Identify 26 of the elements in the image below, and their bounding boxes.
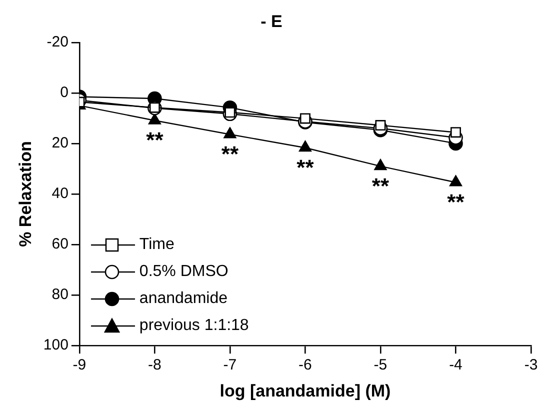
x-tick-label: -5 <box>374 356 388 374</box>
annotation: ** <box>372 173 390 198</box>
y-tick-label: 20 <box>52 134 68 152</box>
y-tick-label: 40 <box>52 185 68 202</box>
x-tick-label: -7 <box>223 356 237 374</box>
x-tick-label: -6 <box>298 356 312 374</box>
y-tick-label: 0 <box>60 84 68 102</box>
x-axis-title: log [anandamide] (M) <box>220 381 391 400</box>
annotation: ** <box>296 154 314 180</box>
x-tick-label: -8 <box>148 356 162 374</box>
x-tick-label: -4 <box>449 356 462 374</box>
legend-label: anandamide <box>139 290 228 308</box>
y-tick-label: 80 <box>52 286 68 304</box>
legend-label: 0.5% DMSO <box>139 263 228 282</box>
y-axis-title: % Relaxation <box>16 141 35 247</box>
legend-label: Time <box>139 236 174 254</box>
y-tick-label: 60 <box>52 236 68 253</box>
x-tick-label: -3 <box>524 356 538 374</box>
annotation: ** <box>447 189 465 214</box>
annotation: ** <box>146 128 164 153</box>
y-tick-label: -20 <box>46 34 68 51</box>
annotation: ** <box>221 141 239 166</box>
legend-label: previous 1:1:18 <box>139 317 249 336</box>
x-tick-label: -9 <box>72 356 86 374</box>
y-tick-label: 100 <box>43 336 68 354</box>
chart-title: - E <box>260 12 282 31</box>
